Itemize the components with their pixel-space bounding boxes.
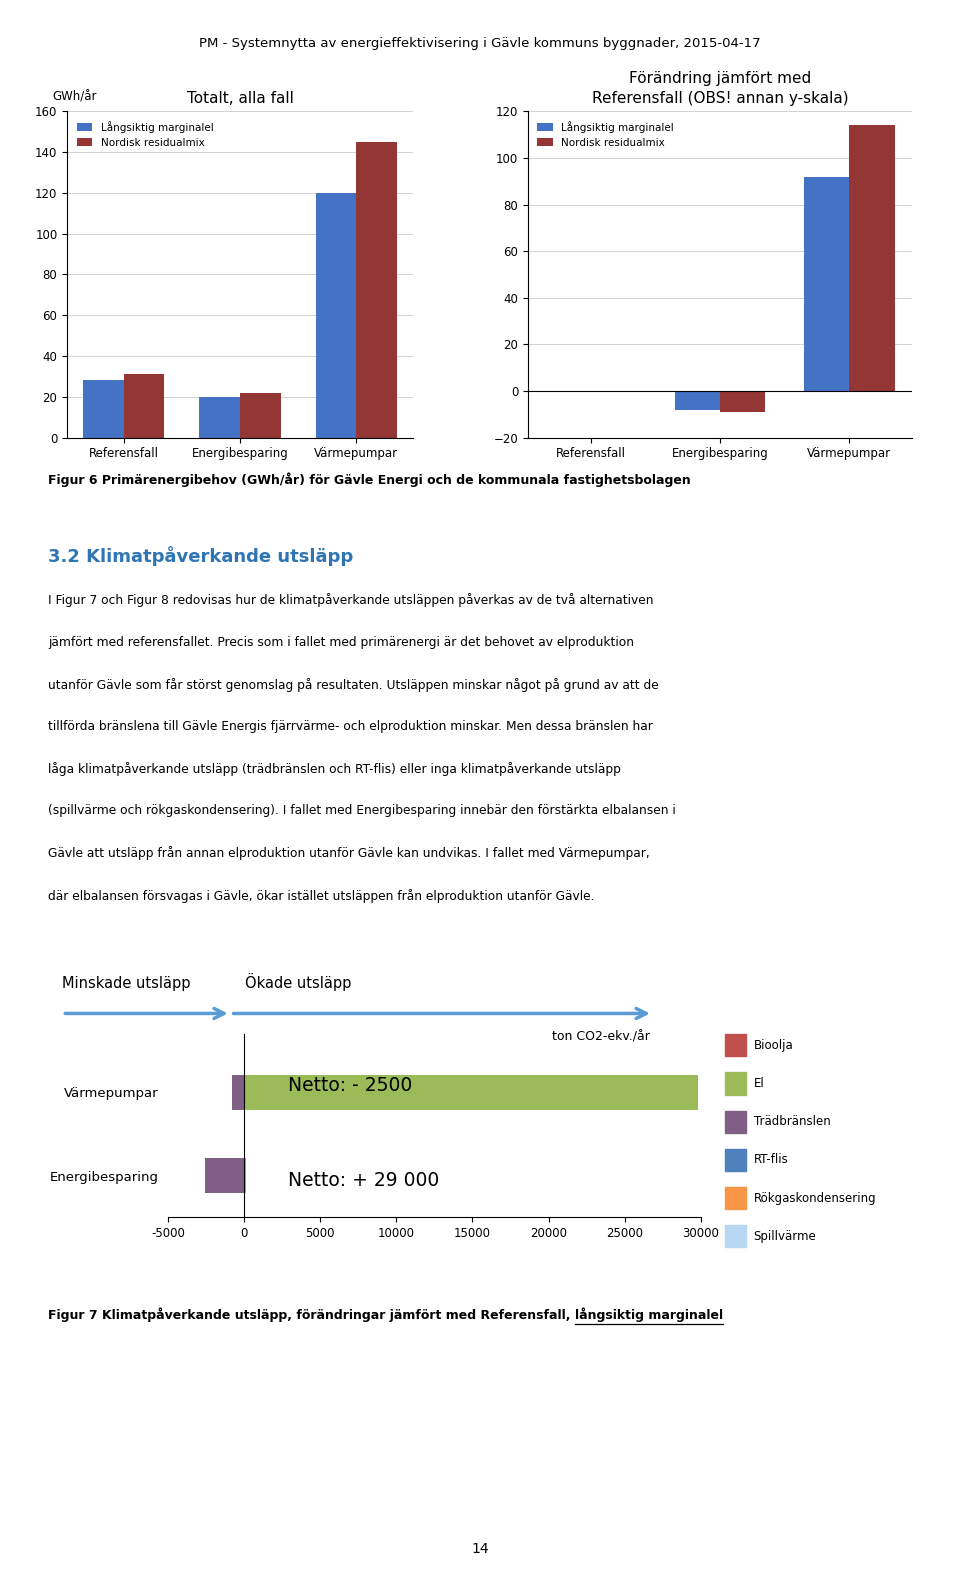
Bar [675,391,720,409]
Text: 14: 14 [471,1542,489,1556]
Text: Figur 7 Klimatpåverkande utsläpp, förändringar jämfört med Referensfall,: Figur 7 Klimatpåverkande utsläpp, föränd… [48,1308,575,1322]
Text: 3.2 Klimatpåverkande utsläpp: 3.2 Klimatpåverkande utsläpp [48,546,353,566]
Text: Trädbränslen: Trädbränslen [754,1115,830,1128]
Text: RT-flis: RT-flis [754,1153,788,1166]
Bar [356,142,397,438]
Text: Ökade utsläpp: Ökade utsläpp [245,974,351,991]
Legend: Långsiktig marginalel, Nordisk residualmix: Långsiktig marginalel, Nordisk residualm… [72,116,218,153]
Bar [720,391,765,412]
Text: (spillvärme och rökgaskondensering). I fallet med Energibesparing innebär den fö: (spillvärme och rökgaskondensering). I f… [48,803,676,818]
Text: tillförda bränslena till Gävle Energis fjärrvärme- och elproduktion minskar. Men: tillförda bränslena till Gävle Energis f… [48,719,653,733]
Text: långsiktig marginalel: långsiktig marginalel [575,1308,723,1322]
Text: I Figur 7 och Figur 8 redovisas hur de klimatpåverkande utsläppen påverkas av de: I Figur 7 och Figur 8 redovisas hur de k… [48,593,654,608]
Text: där elbalansen försvagas i Gävle, ökar istället utsläppen från elproduktion utan: där elbalansen försvagas i Gävle, ökar i… [48,888,594,902]
Text: låga klimatpåverkande utsläpp (trädbränslen och RT-flis) eller inga klimatpåverk: låga klimatpåverkande utsläpp (trädbräns… [48,762,621,776]
Legend: Långsiktig marginalel, Nordisk residualmix: Långsiktig marginalel, Nordisk residualm… [533,116,679,153]
Bar [804,177,850,391]
Text: GWh/år: GWh/år [53,91,97,103]
Text: PM - Systemnytta av energieffektivisering i Gävle kommuns byggnader, 2015-04-17: PM - Systemnytta av energieffektiviserin… [199,37,761,49]
Text: Netto: + 29 000: Netto: + 29 000 [288,1171,440,1190]
Title: Totalt, alla fall: Totalt, alla fall [186,91,294,107]
Bar [83,380,124,438]
Text: Bioolja: Bioolja [754,1039,793,1052]
Text: Figur 6 Primärenergibehov (GWh/år) för Gävle Energi och de kommunala fastighetsb: Figur 6 Primärenergibehov (GWh/år) för G… [48,473,691,487]
Text: Netto: - 2500: Netto: - 2500 [288,1076,412,1095]
Text: Minskade utsläpp: Minskade utsläpp [62,977,191,991]
Text: Spillvärme: Spillvärme [754,1230,816,1243]
Text: Gävle att utsläpp från annan elproduktion utanför Gävle kan undvikas. I fallet m: Gävle att utsläpp från annan elproduktio… [48,846,650,861]
Bar [244,1076,698,1111]
Bar [204,1158,244,1193]
Text: jämfört med referensfallet. Precis som i fallet med primärenergi är det behovet : jämfört med referensfallet. Precis som i… [48,635,634,649]
Bar [316,193,356,438]
Text: utanför Gävle som får störst genomslag på resultaten. Utsläppen minskar något på: utanför Gävle som får störst genomslag p… [48,678,659,692]
Text: Rökgaskondensering: Rökgaskondensering [754,1192,876,1204]
Title: Förändring jämfört med
Referensfall (OBS! annan y-skala): Förändring jämfört med Referensfall (OBS… [591,72,849,107]
Bar [232,1076,244,1111]
Bar [124,374,164,438]
Text: El: El [754,1077,764,1090]
Text: ton CO2-ekv./år: ton CO2-ekv./år [552,1031,650,1044]
Bar [244,1158,246,1193]
Bar [850,126,895,391]
Bar [200,396,240,438]
Bar [240,393,280,438]
